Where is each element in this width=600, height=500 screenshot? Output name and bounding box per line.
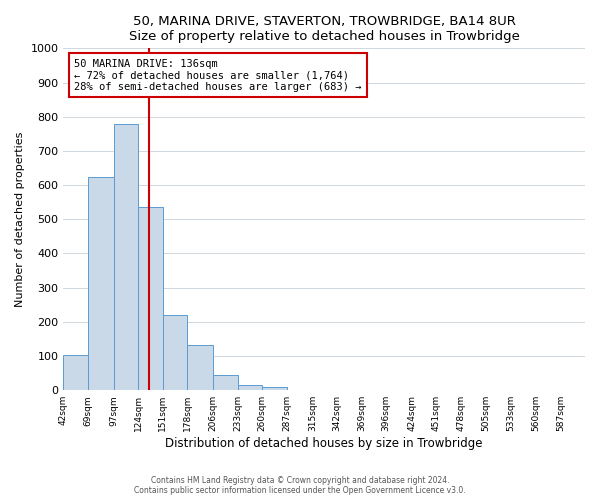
Text: Contains HM Land Registry data © Crown copyright and database right 2024.
Contai: Contains HM Land Registry data © Crown c…	[134, 476, 466, 495]
Bar	[138, 208, 163, 390]
Bar	[213, 375, 238, 390]
Bar	[262, 387, 287, 390]
Bar	[88, 176, 113, 390]
Bar	[187, 344, 213, 390]
Title: 50, MARINA DRIVE, STAVERTON, TROWBRIDGE, BA14 8UR
Size of property relative to d: 50, MARINA DRIVE, STAVERTON, TROWBRIDGE,…	[129, 15, 520, 43]
Bar	[238, 385, 262, 390]
Text: 50 MARINA DRIVE: 136sqm
← 72% of detached houses are smaller (1,764)
28% of semi: 50 MARINA DRIVE: 136sqm ← 72% of detache…	[74, 58, 361, 92]
Bar	[163, 315, 187, 390]
Bar	[64, 355, 88, 390]
X-axis label: Distribution of detached houses by size in Trowbridge: Distribution of detached houses by size …	[166, 437, 483, 450]
Y-axis label: Number of detached properties: Number of detached properties	[15, 132, 25, 307]
Bar	[113, 124, 138, 390]
